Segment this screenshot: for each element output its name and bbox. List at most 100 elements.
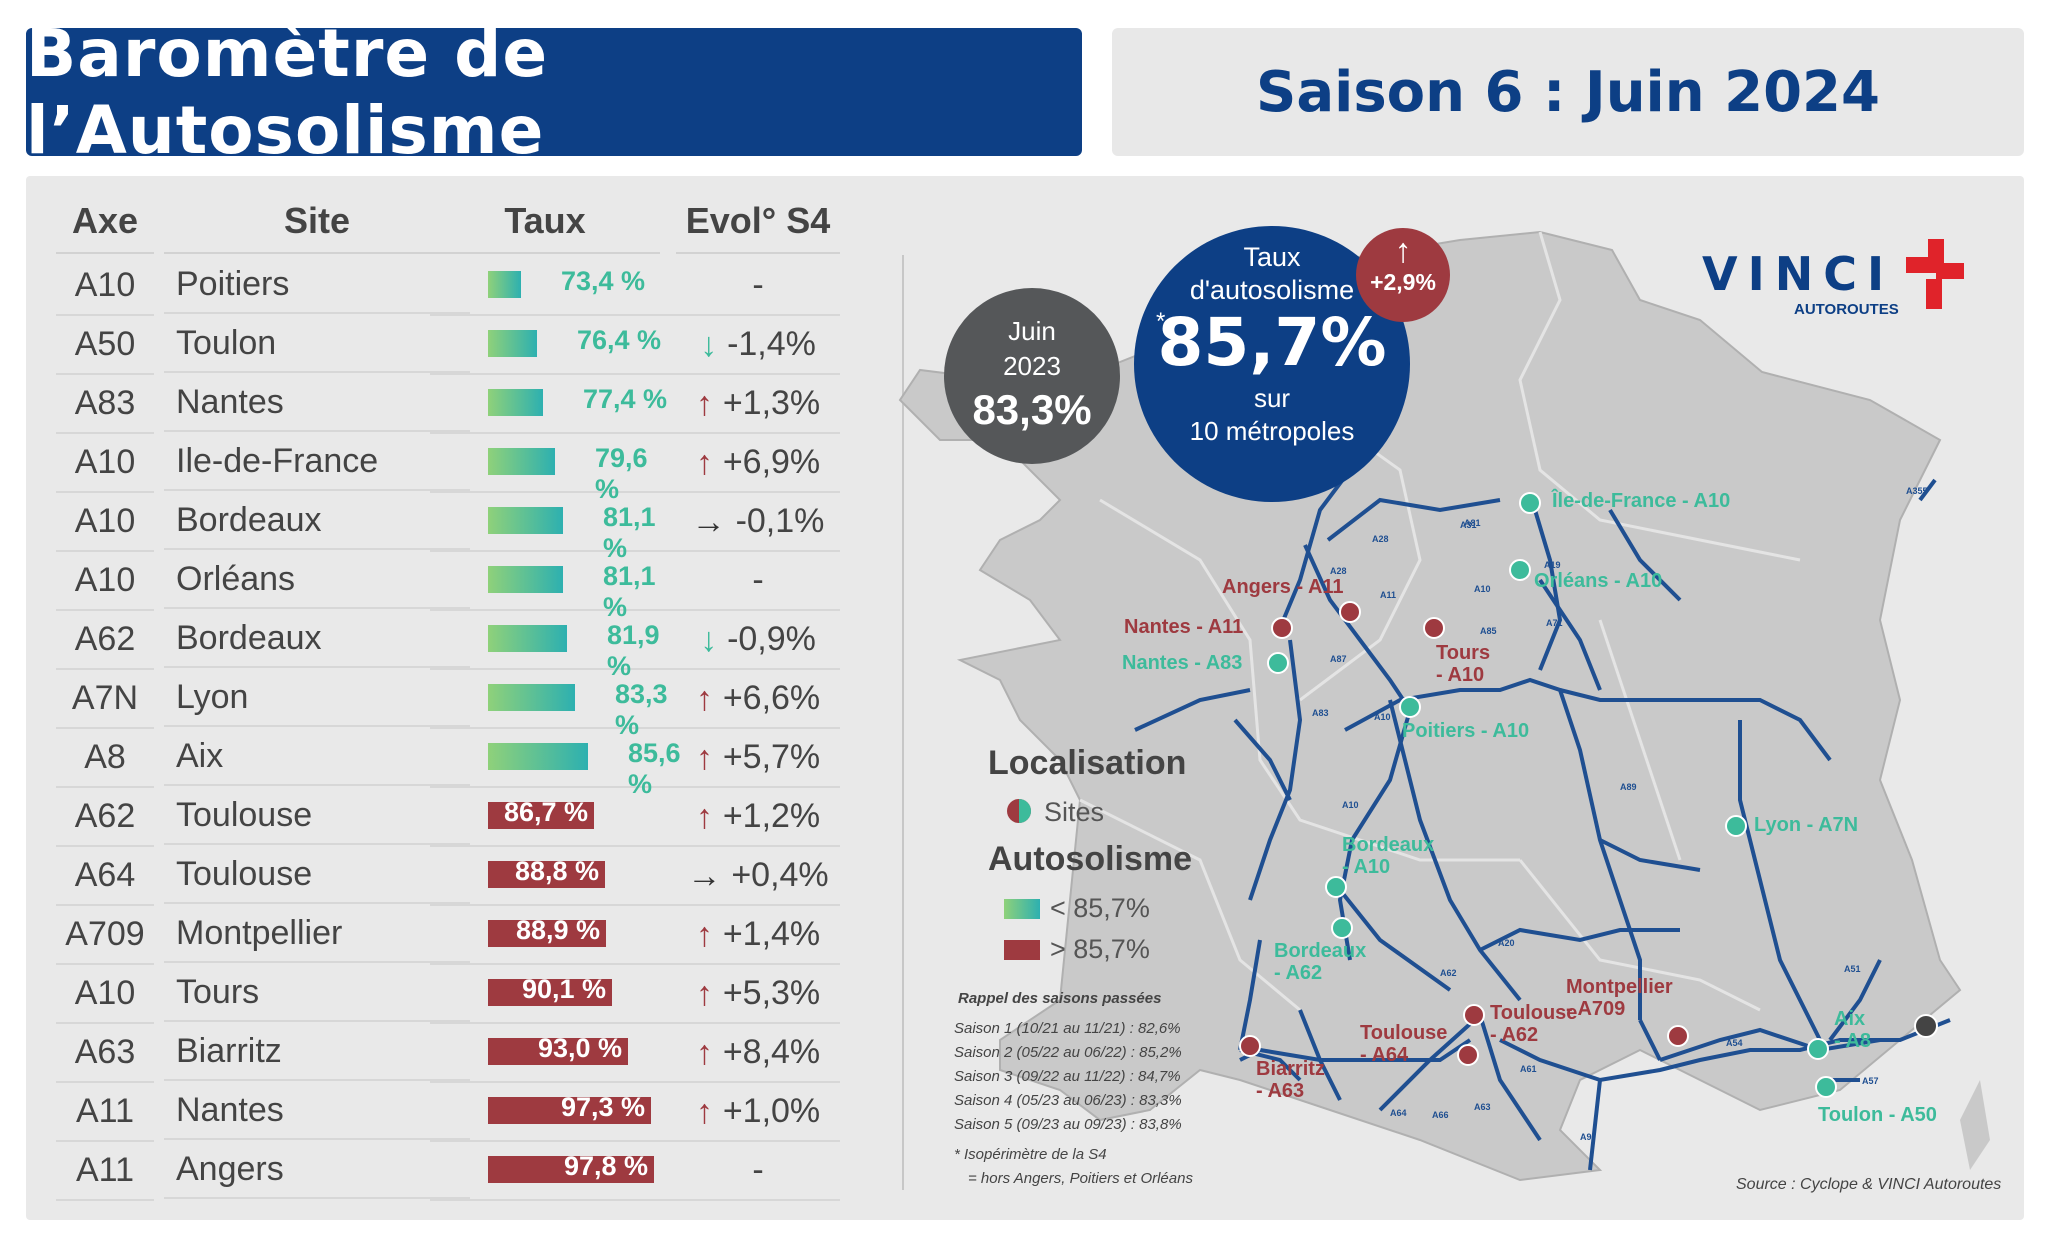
site-label: Tours - A10: [1436, 642, 1490, 686]
site-marker-icon: [1423, 617, 1445, 639]
site-marker-icon: [1399, 696, 1421, 718]
site-label-line: Poitiers - A10: [1402, 720, 1530, 742]
table-row: A11 Nantes 97,3 % ↑ +1,0%: [56, 1083, 840, 1142]
kpi-main-value: 85,7%: [1157, 304, 1387, 381]
cell-taux: 76,4 %: [430, 316, 676, 375]
cell-site: Aix: [164, 729, 470, 786]
rate-bar: [488, 1156, 654, 1183]
road-label: A31: [1460, 520, 1477, 530]
evol-value: +1,4%: [722, 915, 821, 953]
road-label: A19: [1544, 560, 1561, 570]
rate-value: 90,1 %: [521, 974, 606, 1004]
road-label: A87: [1330, 654, 1347, 664]
site-label-line: Orléans - A10: [1534, 570, 1663, 592]
cell-evol: -: [676, 257, 840, 316]
site-label-line: - A8: [1834, 1030, 1872, 1052]
table-row: A7N Lyon 83,3 % ↑ +6,6%: [56, 670, 840, 740]
vertical-divider: [902, 255, 904, 1190]
cell-taux: 88,8 %: [430, 847, 676, 906]
season-item: Saison 2 (05/22 au 06/22) : 85,2%: [954, 1044, 1182, 1061]
evol-value: +6,9%: [722, 443, 821, 481]
cell-evol: -: [676, 552, 840, 611]
kpi-main-value-wrap: * 85,7%: [1134, 304, 1410, 381]
site-marker-icon: [1267, 652, 1289, 674]
seasons-note-2: = hors Angers, Poitiers et Orléans: [968, 1170, 1193, 1187]
site-marker-icon: [1325, 876, 1347, 898]
table-row: A10 Ile-de-France 79,6 % ↑ +6,9%: [56, 434, 840, 504]
cell-axe: A50: [56, 316, 154, 375]
season-item: Saison 1 (10/21 au 11/21) : 82,6%: [954, 1020, 1181, 1037]
rate-value: 81,1 %: [603, 502, 656, 563]
site-label-line: Aix: [1834, 1008, 1866, 1030]
arrow-up-icon: ↑: [695, 974, 713, 1013]
road-label: A28: [1372, 534, 1389, 544]
rate-bar: [488, 507, 563, 534]
cell-evol: ↓ -1,4%: [676, 316, 840, 375]
evol-value: +1,2%: [722, 797, 821, 835]
road-label: A54: [1726, 1038, 1743, 1048]
evol-value: -: [752, 1151, 764, 1189]
table-row: A709 Montpellier 88,9 % ↑ +1,4%: [56, 906, 840, 965]
rate-value: 73,4 %: [561, 266, 646, 296]
site-label-line: - A63: [1256, 1080, 1305, 1102]
table-row: A62 Toulouse 86,7 % ↑ +1,2%: [56, 788, 840, 847]
cell-taux: 85,6 %: [430, 729, 681, 799]
site-label-line: Tours: [1436, 642, 1491, 664]
site-label-line: Île-de-France - A10: [1552, 490, 1731, 512]
season-item: Saison 4 (05/23 au 06/23) : 83,3%: [954, 1092, 1182, 1109]
road-label: A89: [1620, 782, 1637, 792]
season-item: Saison 3 (09/22 au 11/22) : 84,7%: [954, 1068, 1181, 1085]
logo-mark-icon: [1906, 239, 1964, 309]
rate-bar: [488, 1097, 651, 1124]
legend-location-title: Localisation: [988, 744, 1187, 782]
cell-taux: 81,9 %: [430, 611, 676, 681]
cell-axe: A10: [56, 965, 154, 1024]
legend-above-label: > 85,7%: [1050, 934, 1150, 964]
cell-axe: A8: [56, 729, 154, 788]
site-label-line: Bordeaux: [1342, 834, 1435, 856]
cell-site: Montpellier: [164, 906, 470, 963]
site-label: Nantes - A11: [1124, 616, 1243, 638]
rate-bar: [488, 684, 575, 711]
site-marker-icon: [1667, 1025, 1689, 1047]
cell-evol: ↑ +6,9%: [676, 434, 840, 493]
rate-value: 79,6 %: [595, 443, 648, 504]
cell-axe: A62: [56, 611, 154, 670]
arrow-up-icon: ↑: [695, 443, 713, 482]
seasons-note-1: * Isopérimètre de la S4: [954, 1146, 1107, 1163]
evol-value: +6,6%: [722, 679, 821, 717]
site-label: Montpellier - A709: [1566, 976, 1673, 1020]
cell-evol: ↑ +1,3%: [676, 375, 840, 434]
page-title: Baromètre de l’Autosolisme: [26, 15, 549, 169]
cell-taux: 90,1 %: [430, 965, 676, 1024]
cell-taux: 88,9 %: [430, 906, 676, 965]
evol-value: +5,7%: [722, 738, 821, 776]
cell-site: Tours: [164, 965, 470, 1022]
site-marker-icon: [1807, 1038, 1829, 1060]
table-row: A8 Aix 85,6 % ↑ +5,7%: [56, 729, 840, 799]
kpi-main-label-1: Taux: [1243, 242, 1301, 272]
cell-site: Nantes: [164, 1083, 470, 1140]
cell-site: Bordeaux: [164, 611, 470, 668]
rate-bar: [488, 1038, 628, 1065]
cell-axe: A11: [56, 1142, 154, 1201]
cell-evol: ↑ +1,2%: [676, 788, 840, 847]
road-label: A51: [1844, 964, 1861, 974]
site-label: Nantes - A83: [1122, 652, 1242, 674]
season-title: Saison 6 : Juin 2024: [1256, 59, 1880, 125]
arrow-right-icon: →: [687, 856, 722, 895]
legend-above-swatch: [1004, 940, 1040, 960]
site-label-line: Lyon - A7N: [1754, 814, 1859, 836]
site-label-line: Nantes - A11: [1124, 616, 1244, 638]
rate-bar: [488, 979, 612, 1006]
site-marker-icon: [1725, 815, 1747, 837]
cell-axe: A63: [56, 1024, 154, 1083]
road-label: A83: [1312, 708, 1329, 718]
site-label: Toulouse - A64: [1360, 1022, 1447, 1066]
rate-value: 86,7 %: [503, 797, 588, 827]
road-label: A71: [1546, 618, 1563, 628]
cell-evol: -: [676, 1142, 840, 1201]
site-label-line: Biarritz: [1256, 1058, 1325, 1080]
rate-value: 83,3 %: [615, 679, 668, 740]
table-row: A11 Angers 97,8 % -: [56, 1142, 840, 1201]
